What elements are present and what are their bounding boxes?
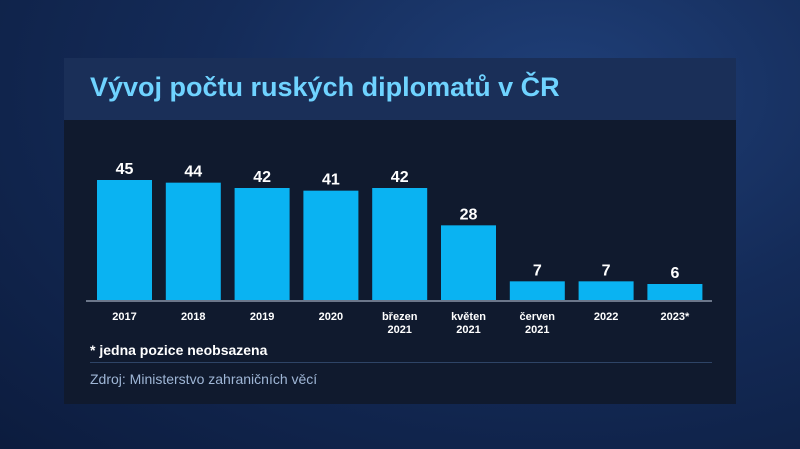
bar	[372, 188, 428, 300]
bar	[647, 284, 703, 300]
bar-value-label: 45	[116, 161, 134, 178]
bar-value-label: 6	[670, 265, 679, 282]
bar-value-label: 42	[253, 169, 271, 186]
bar-value-label: 7	[533, 262, 542, 279]
x-tick-label: květen 2021	[451, 311, 486, 336]
x-tick-label: 2018	[181, 311, 205, 323]
title-bar: Vývoj počtu ruských diplomatů v ČR	[64, 58, 736, 120]
x-tick-label: 2023*	[661, 311, 690, 323]
bar-value-label: 44	[184, 164, 202, 181]
divider	[90, 362, 712, 363]
bar-value-label: 42	[391, 169, 409, 186]
bar-value-label: 28	[460, 206, 478, 223]
bar	[97, 180, 152, 300]
x-tick-label: 2022	[594, 311, 618, 323]
footnote: * jedna pozice neobsazena	[90, 342, 268, 358]
chart-panel: Vývoj počtu ruských diplomatů v ČR 45 201…	[64, 58, 736, 404]
x-tick-label: 2019	[250, 311, 274, 323]
bar-value-label: 7	[602, 262, 611, 279]
chart-title: Vývoj počtu ruských diplomatů v ČR	[90, 72, 560, 102]
bar	[234, 188, 290, 300]
bar	[441, 225, 496, 300]
bar-chart: 45 2017 44 2018 42 2019 41 2020 42 březen 2021 28 kv…	[86, 161, 712, 336]
bar-value-label: 41	[322, 172, 340, 189]
source-note: Zdroj: Ministerstvo zahraničních věcí	[90, 371, 318, 387]
x-tick-label: červen 2021	[520, 311, 556, 336]
bar	[303, 190, 359, 300]
x-tick-label: 2020	[319, 311, 343, 323]
x-tick-label: březen 2021	[382, 311, 418, 336]
bar	[509, 281, 565, 300]
x-tick-label: 2017	[112, 311, 136, 323]
bar	[165, 182, 221, 300]
bar	[578, 281, 634, 300]
